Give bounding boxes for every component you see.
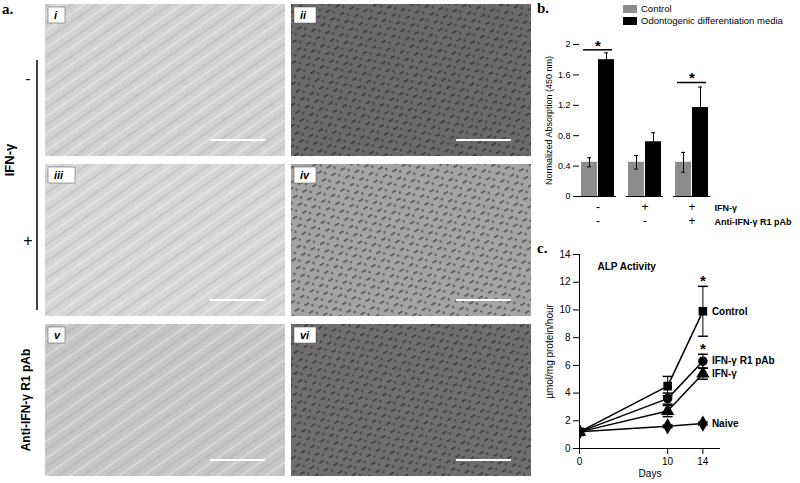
svg-text:i: i xyxy=(54,9,58,21)
svg-text:4: 4 xyxy=(565,387,571,398)
svg-text:-: - xyxy=(596,200,600,214)
svg-text:10: 10 xyxy=(662,456,674,467)
svg-text:ALP Activity: ALP Activity xyxy=(598,261,657,272)
svg-text:2: 2 xyxy=(565,39,570,49)
svg-text:IFN-γ: IFN-γ xyxy=(2,143,17,176)
svg-text:Naive: Naive xyxy=(712,418,739,429)
svg-text:10: 10 xyxy=(559,304,571,315)
svg-text:µmol/mg protein/hour: µmol/mg protein/hour xyxy=(544,303,555,398)
svg-text:-: - xyxy=(643,214,647,228)
svg-text:*: * xyxy=(700,272,706,289)
html-text:b.: b. xyxy=(537,0,550,16)
svg-text:v: v xyxy=(54,329,61,341)
svg-text:0.4: 0.4 xyxy=(558,161,571,171)
svg-text:0.8: 0.8 xyxy=(558,131,571,141)
svg-text:Anti-IFN-γ R1 pAb: Anti-IFN-γ R1 pAb xyxy=(715,217,792,227)
svg-text:iv: iv xyxy=(300,169,310,181)
svg-text:0: 0 xyxy=(577,456,583,467)
html-text:c.: c. xyxy=(537,240,548,256)
svg-text:IFN-γ: IFN-γ xyxy=(712,368,737,379)
svg-text:ii: ii xyxy=(300,9,307,21)
svg-text:2: 2 xyxy=(565,415,571,426)
svg-text:IFN-γ R1 pAb: IFN-γ R1 pAb xyxy=(712,355,775,366)
svg-text:+: + xyxy=(688,214,695,228)
html-text:Odontogenic differentiation me: Odontogenic differentiation media xyxy=(641,15,783,26)
svg-text:14: 14 xyxy=(697,456,709,467)
svg-text:1.6: 1.6 xyxy=(558,70,571,80)
svg-text:iii: iii xyxy=(54,169,64,181)
svg-text:6: 6 xyxy=(565,360,571,371)
svg-text:-: - xyxy=(25,70,30,87)
svg-text:12: 12 xyxy=(559,276,571,287)
svg-text:14: 14 xyxy=(559,249,571,260)
svg-text:+: + xyxy=(641,200,648,214)
svg-text:8: 8 xyxy=(565,332,571,343)
svg-text:*: * xyxy=(700,340,706,357)
html-text:Control: Control xyxy=(641,3,672,14)
svg-text:*: * xyxy=(595,37,601,54)
svg-text:1.2: 1.2 xyxy=(558,100,571,110)
svg-text:+: + xyxy=(688,200,695,214)
svg-text:*: * xyxy=(689,69,695,86)
svg-text:Anti-IFN-γ R1 pAb: Anti-IFN-γ R1 pAb xyxy=(19,349,33,452)
svg-text:+: + xyxy=(23,232,32,249)
svg-text:Normalized Absorption (450 nm): Normalized Absorption (450 nm) xyxy=(544,56,554,185)
svg-text:IFN-γ: IFN-γ xyxy=(715,203,738,213)
svg-text:Control: Control xyxy=(712,306,748,317)
svg-text:Days: Days xyxy=(639,468,662,479)
svg-text:0: 0 xyxy=(565,191,570,201)
svg-text:0: 0 xyxy=(565,443,571,454)
svg-text:-: - xyxy=(596,214,600,228)
svg-text:vi: vi xyxy=(300,329,310,341)
svg-text:a.: a. xyxy=(2,1,14,17)
